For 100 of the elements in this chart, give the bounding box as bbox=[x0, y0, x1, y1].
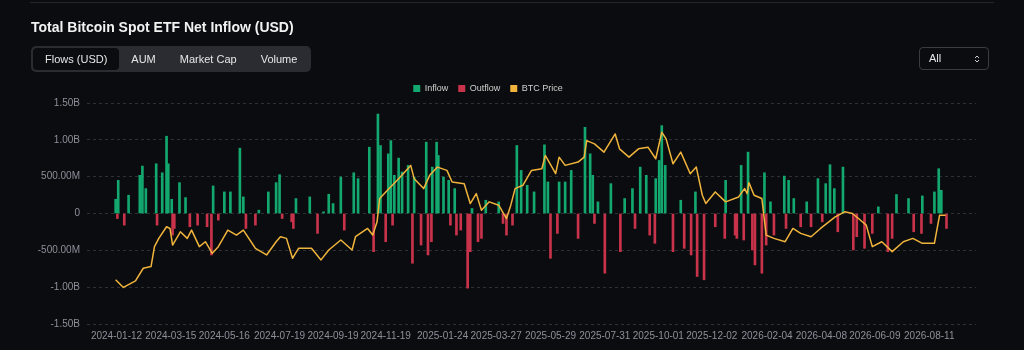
bar bbox=[122, 213, 126, 226]
bar bbox=[411, 213, 414, 264]
bar bbox=[447, 180, 450, 214]
bar bbox=[782, 175, 786, 214]
bar bbox=[342, 213, 346, 231]
y-tick-label: -1.00B bbox=[50, 280, 81, 292]
bar bbox=[921, 195, 924, 214]
bar bbox=[920, 213, 923, 234]
bar bbox=[638, 166, 642, 214]
bar bbox=[623, 198, 627, 214]
bar bbox=[836, 213, 840, 233]
bar bbox=[216, 213, 220, 221]
text: All bbox=[929, 52, 942, 64]
text: Flows (USD) bbox=[33, 48, 120, 70]
y-tick-label: 0 bbox=[74, 207, 81, 219]
bar bbox=[851, 213, 855, 251]
bar bbox=[424, 141, 428, 214]
x-tick-label: 2026-06-09 bbox=[849, 329, 901, 341]
x-tick-label: 2024-03-15 bbox=[145, 329, 197, 341]
bar bbox=[694, 191, 697, 214]
chart-title: Total Bitcoin Spot ETF Net Inflow (USD) bbox=[31, 19, 294, 35]
bar bbox=[308, 196, 312, 214]
y-tick-label: 1.00B bbox=[53, 133, 81, 145]
bar bbox=[127, 194, 130, 214]
bar bbox=[549, 213, 552, 259]
bar bbox=[327, 193, 331, 214]
bar bbox=[682, 213, 686, 249]
bar bbox=[660, 125, 664, 214]
x-tick-label: 2025-05-29 bbox=[524, 329, 577, 341]
bar bbox=[352, 172, 356, 214]
x-tick-label: 2024-01-12 bbox=[90, 329, 143, 341]
bar bbox=[863, 213, 866, 249]
bar bbox=[644, 175, 648, 214]
bar bbox=[178, 182, 181, 214]
bar bbox=[449, 213, 452, 226]
bar bbox=[316, 213, 319, 234]
bar bbox=[713, 213, 717, 228]
bar bbox=[724, 180, 727, 214]
bar bbox=[210, 213, 213, 256]
bar bbox=[384, 213, 388, 243]
text: AUM bbox=[130, 52, 157, 67]
bar bbox=[278, 174, 281, 214]
bar bbox=[154, 163, 158, 214]
bar bbox=[442, 176, 445, 214]
bar bbox=[141, 165, 144, 214]
bar bbox=[196, 213, 199, 226]
bar bbox=[267, 191, 270, 214]
bar bbox=[769, 201, 772, 214]
bar bbox=[805, 201, 809, 214]
x-tick-label: 2026-08-11 bbox=[904, 329, 955, 341]
bar bbox=[511, 213, 514, 226]
x-tick-label: 2024-09-19 bbox=[307, 329, 360, 341]
bar bbox=[229, 191, 232, 214]
legend-label: Outflow bbox=[469, 82, 501, 93]
bar bbox=[792, 198, 796, 214]
x-tick-label: 2025-07-31 bbox=[579, 329, 631, 341]
bar bbox=[907, 198, 910, 214]
bar bbox=[937, 168, 941, 214]
bar bbox=[679, 199, 683, 214]
y-tick-label: -500.00M bbox=[37, 244, 80, 256]
bar bbox=[254, 213, 257, 226]
bar bbox=[723, 213, 727, 239]
legend-label: Inflow bbox=[424, 82, 449, 93]
x-tick-label: 2024-11-19 bbox=[360, 329, 412, 341]
bar bbox=[367, 146, 371, 214]
y-tick-label: 1.50B bbox=[53, 96, 81, 108]
bar bbox=[455, 213, 458, 236]
x-tick-label: 2025-10-01 bbox=[632, 329, 685, 341]
x-tick-label: 2025-03-27 bbox=[470, 329, 523, 341]
bar bbox=[833, 188, 836, 214]
bar bbox=[763, 172, 766, 214]
bar bbox=[912, 213, 916, 233]
bar bbox=[543, 144, 546, 214]
bar bbox=[799, 213, 803, 228]
bar bbox=[787, 180, 790, 214]
bar bbox=[742, 213, 746, 241]
bar bbox=[292, 213, 295, 229]
bar bbox=[339, 176, 343, 214]
x-tick-label: 2025-12-02 bbox=[686, 329, 738, 341]
bar bbox=[556, 213, 559, 234]
x-tick-label: 2024-07-19 bbox=[253, 329, 306, 341]
bar bbox=[593, 213, 596, 224]
bar bbox=[223, 191, 226, 214]
bar bbox=[480, 213, 483, 239]
bar bbox=[895, 194, 898, 214]
bar bbox=[877, 206, 880, 214]
text: Volume bbox=[259, 52, 299, 67]
bar bbox=[569, 170, 573, 214]
x-tick-label: 2026-04-08 bbox=[795, 329, 848, 341]
bar bbox=[824, 183, 828, 214]
bar bbox=[453, 188, 457, 214]
bar bbox=[648, 213, 652, 236]
bar bbox=[945, 213, 948, 229]
bar bbox=[619, 213, 622, 252]
bar bbox=[391, 213, 394, 226]
bar bbox=[820, 213, 824, 223]
legend-label: BTC Price bbox=[521, 82, 563, 93]
y-tick-label: 500.00M bbox=[41, 170, 80, 182]
x-tick-label: 2026-02-04 bbox=[741, 329, 794, 341]
bar bbox=[631, 188, 634, 214]
